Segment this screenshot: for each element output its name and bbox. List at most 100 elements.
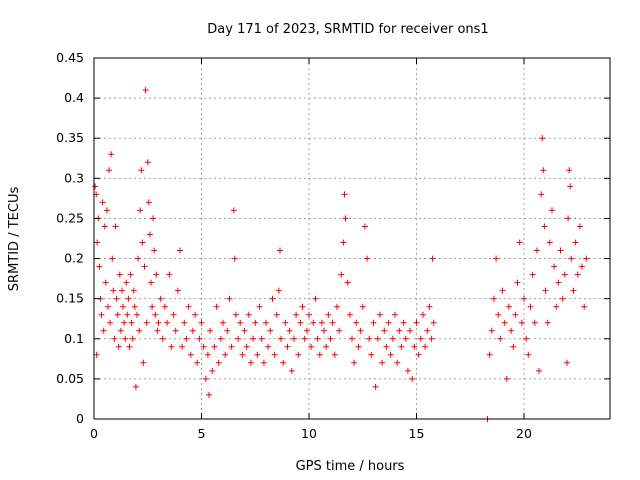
data-point [368, 351, 375, 358]
data-point [101, 223, 108, 230]
data-point [557, 247, 564, 254]
data-point [544, 319, 551, 326]
data-point [273, 311, 280, 318]
data-point [198, 319, 205, 326]
x-tick-label: 0 [90, 426, 98, 441]
data-point [122, 335, 129, 342]
data-point [110, 287, 117, 294]
data-point [228, 343, 235, 350]
data-point [124, 311, 131, 318]
data-point [510, 343, 517, 350]
data-point [254, 351, 261, 358]
data-point [115, 343, 122, 350]
data-point [521, 295, 527, 302]
data-point [260, 359, 267, 366]
data-point [142, 87, 149, 94]
data-point [316, 351, 323, 358]
data-point [282, 319, 289, 326]
data-point [271, 351, 278, 358]
data-point [512, 311, 519, 318]
data-point [351, 359, 358, 366]
data-point [192, 311, 199, 318]
data-point [312, 295, 319, 302]
data-point [139, 239, 146, 246]
x-tick-label: 20 [516, 426, 532, 441]
data-point [355, 343, 362, 350]
data-point [127, 271, 134, 278]
data-point [134, 311, 140, 318]
y-tick-label: 0 [76, 411, 84, 426]
data-point [217, 335, 224, 342]
data-point [189, 327, 196, 334]
data-point [529, 271, 536, 278]
data-point [383, 343, 390, 350]
data-point [295, 351, 302, 358]
data-point [126, 343, 133, 350]
data-point [334, 303, 340, 310]
data-point [123, 279, 130, 286]
y-tick-label: 0.3 [64, 170, 84, 185]
data-point [94, 239, 101, 246]
data-point [314, 335, 321, 342]
data-point [417, 335, 424, 342]
data-point [415, 351, 422, 358]
data-point [181, 319, 188, 326]
data-point [308, 343, 315, 350]
data-point [108, 151, 115, 158]
data-points [92, 87, 590, 422]
data-point [177, 247, 183, 254]
data-point [527, 303, 534, 310]
data-point [129, 335, 136, 342]
data-point [187, 351, 194, 358]
y-axis-title: SRMTID / TECUs [7, 187, 22, 292]
data-point [566, 167, 573, 174]
data-point [152, 311, 159, 318]
data-point [357, 327, 364, 334]
data-point [170, 311, 177, 318]
data-point [429, 255, 436, 262]
axis-ticks: 0 5 10 15 20 0 0.05 0.1 0.15 0.2 0.25 0.3 0.35 0.4 0.4… [56, 50, 610, 441]
data-point [155, 319, 162, 326]
data-point [514, 279, 521, 286]
data-point [140, 359, 147, 366]
data-point [310, 319, 317, 326]
data-point [392, 311, 398, 318]
data-point [540, 167, 547, 174]
data-point [336, 327, 343, 334]
grid [94, 58, 610, 419]
data-point [346, 311, 353, 318]
data-point [541, 223, 548, 230]
data-point [125, 295, 132, 302]
y-tick-label: 0.1 [64, 331, 84, 346]
data-point [359, 303, 366, 310]
data-point [280, 359, 287, 366]
data-point [327, 335, 334, 342]
data-point [161, 303, 168, 310]
data-point [116, 271, 123, 278]
data-point [206, 391, 212, 398]
data-point [275, 287, 282, 294]
data-point [159, 335, 166, 342]
data-point [113, 295, 120, 302]
data-point [111, 335, 118, 342]
data-point [237, 319, 244, 326]
data-point [539, 135, 546, 142]
data-point [100, 327, 107, 334]
data-point [551, 263, 558, 270]
data-point [224, 327, 231, 334]
x-tick-label: 10 [301, 426, 317, 441]
data-point [370, 319, 377, 326]
data-point [204, 351, 211, 358]
data-point [183, 335, 190, 342]
data-point [538, 191, 545, 198]
data-point [230, 207, 237, 214]
data-point [105, 303, 111, 310]
data-point [286, 327, 293, 334]
y-tick-label: 0.35 [56, 130, 84, 145]
data-point [323, 343, 330, 350]
data-point [121, 319, 128, 326]
data-point [303, 327, 310, 334]
data-point [564, 359, 570, 366]
data-point [413, 319, 420, 326]
data-point [119, 287, 125, 294]
